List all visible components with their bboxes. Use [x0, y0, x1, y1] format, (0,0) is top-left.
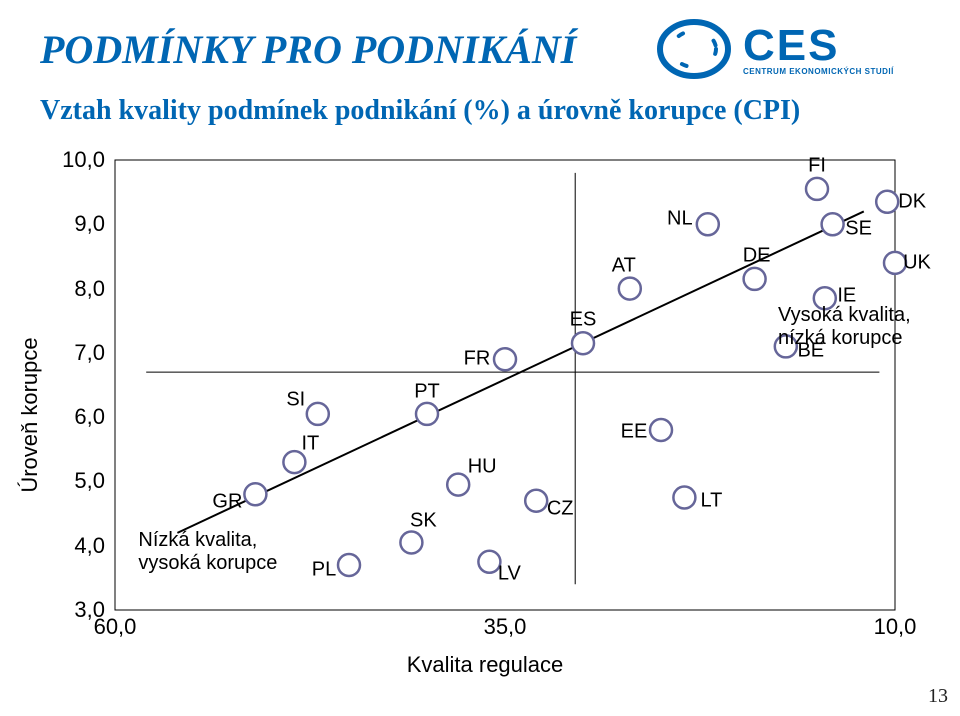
- chart-annotation: Vysoká kvalita,nízká korupce: [778, 304, 911, 350]
- y-axis-label: Úroveň korupce: [17, 337, 43, 492]
- y-tick-label: 8,0: [74, 276, 105, 302]
- data-point-label: FR: [464, 348, 491, 371]
- y-tick-label: 10,0: [62, 147, 105, 173]
- logo-text: CES: [743, 21, 839, 70]
- data-point-label: LT: [700, 489, 722, 512]
- data-point-label: DE: [743, 244, 771, 267]
- ces-logo: CES CENTRUM EKONOMICKÝCH STUDIÍ: [650, 18, 920, 80]
- x-tick-label: 35,0: [484, 614, 527, 640]
- data-point-label: EE: [621, 421, 648, 444]
- plot-area: 3,04,05,06,07,08,09,010,060,035,010,0FID…: [115, 160, 895, 610]
- data-point-label: PT: [414, 380, 440, 403]
- scatter-chart: Úroveň korupce 3,04,05,06,07,08,09,010,0…: [55, 160, 915, 670]
- data-point-label: LV: [498, 562, 521, 585]
- data-point-label: CZ: [547, 497, 574, 520]
- data-point-label: IT: [302, 433, 320, 456]
- data-point-label: SK: [410, 509, 437, 532]
- data-point-label: GR: [212, 491, 242, 514]
- y-tick-label: 9,0: [74, 211, 105, 237]
- x-tick-label: 60,0: [94, 614, 137, 640]
- data-point-label: PL: [312, 559, 336, 582]
- data-point-label: FI: [808, 154, 826, 177]
- page-title: PODMÍNKY PRO PODNIKÁNÍ: [40, 26, 576, 73]
- y-tick-label: 6,0: [74, 404, 105, 430]
- data-point-label: NL: [667, 208, 693, 231]
- x-tick-label: 10,0: [874, 614, 917, 640]
- page-number: 13: [928, 685, 948, 708]
- y-tick-label: 7,0: [74, 340, 105, 366]
- data-point-label: AT: [612, 254, 636, 277]
- data-point-label: SE: [845, 218, 872, 241]
- data-point-label: DK: [898, 190, 926, 213]
- data-point-label: ES: [570, 309, 597, 332]
- chart-annotation: Nízká kvalita,vysoká korupce: [138, 529, 277, 575]
- y-tick-label: 4,0: [74, 533, 105, 559]
- data-point-label: HU: [468, 455, 497, 478]
- logo-subtext: CENTRUM EKONOMICKÝCH STUDIÍ: [743, 67, 894, 76]
- data-point-label: UK: [903, 251, 931, 274]
- chart-subtitle: Vztah kvality podmínek podnikání (%) a ú…: [40, 95, 800, 127]
- x-axis-label: Kvalita regulace: [407, 652, 564, 678]
- data-point-label: SI: [286, 388, 305, 411]
- y-tick-label: 5,0: [74, 468, 105, 494]
